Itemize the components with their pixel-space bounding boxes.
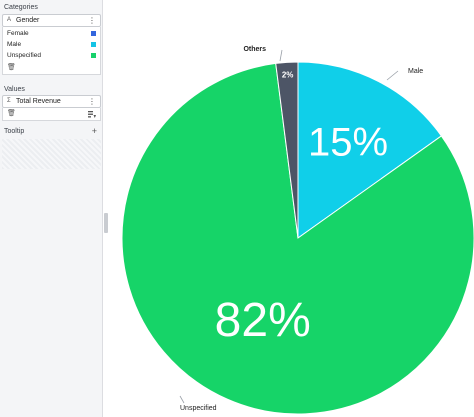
legend-item-male: Male bbox=[7, 41, 22, 48]
category-label-others: Others bbox=[243, 46, 266, 53]
leader-line-others bbox=[279, 49, 283, 62]
data-label-male: 15% bbox=[308, 120, 388, 164]
trash-icon[interactable]: 🗑 bbox=[7, 110, 16, 117]
color-swatch-female[interactable] bbox=[91, 31, 96, 36]
categories-title: Categories bbox=[4, 4, 38, 11]
format-icon[interactable] bbox=[88, 111, 96, 118]
category-field[interactable]: A Gender ⋮ bbox=[2, 14, 101, 27]
legend-list: Female Male Unspecified 🗑 bbox=[2, 27, 101, 75]
trash-icon[interactable]: 🗑 bbox=[7, 64, 16, 71]
color-swatch-male[interactable] bbox=[91, 42, 96, 47]
data-label-unspecified: 82% bbox=[215, 294, 311, 347]
pie-slice-others[interactable] bbox=[275, 61, 299, 239]
text-type-icon: A bbox=[7, 17, 12, 23]
values-title: Values bbox=[4, 86, 25, 93]
value-field-label: Total Revenue bbox=[16, 98, 61, 105]
tooltip-drop-zone[interactable] bbox=[2, 139, 101, 169]
kebab-menu-icon[interactable]: ⋮ bbox=[88, 97, 96, 106]
legend-item-female: Female bbox=[7, 30, 29, 37]
value-field[interactable]: Σ Total Revenue ⋮ bbox=[2, 95, 101, 108]
legend-item-unspecified: Unspecified bbox=[7, 52, 41, 59]
kebab-menu-icon[interactable]: ⋮ bbox=[88, 16, 96, 25]
panel-resize-handle[interactable] bbox=[104, 213, 108, 233]
category-label-unspecified: Unspecified bbox=[180, 405, 217, 412]
add-tooltip-icon[interactable]: + bbox=[91, 126, 97, 136]
color-swatch-unspecified[interactable] bbox=[91, 53, 96, 58]
tooltip-title: Tooltip bbox=[4, 128, 25, 135]
pie-slice-unspecified[interactable] bbox=[121, 62, 474, 415]
category-field-label: Gender bbox=[16, 17, 40, 24]
value-options: 🗑 bbox=[2, 108, 101, 121]
leader-line-unspecified bbox=[179, 395, 185, 404]
pie-slice-male[interactable] bbox=[297, 61, 443, 239]
pie-chart: 15% Male 82% Unspecified 2% Others bbox=[121, 46, 474, 415]
category-label-male: Male bbox=[408, 68, 423, 75]
leader-line-male bbox=[386, 70, 399, 81]
data-label-others: 2% bbox=[282, 71, 294, 80]
fields-panel: Categories A Gender ⋮ Female Male Unspec… bbox=[0, 0, 103, 417]
sum-type-icon: Σ bbox=[7, 98, 11, 104]
